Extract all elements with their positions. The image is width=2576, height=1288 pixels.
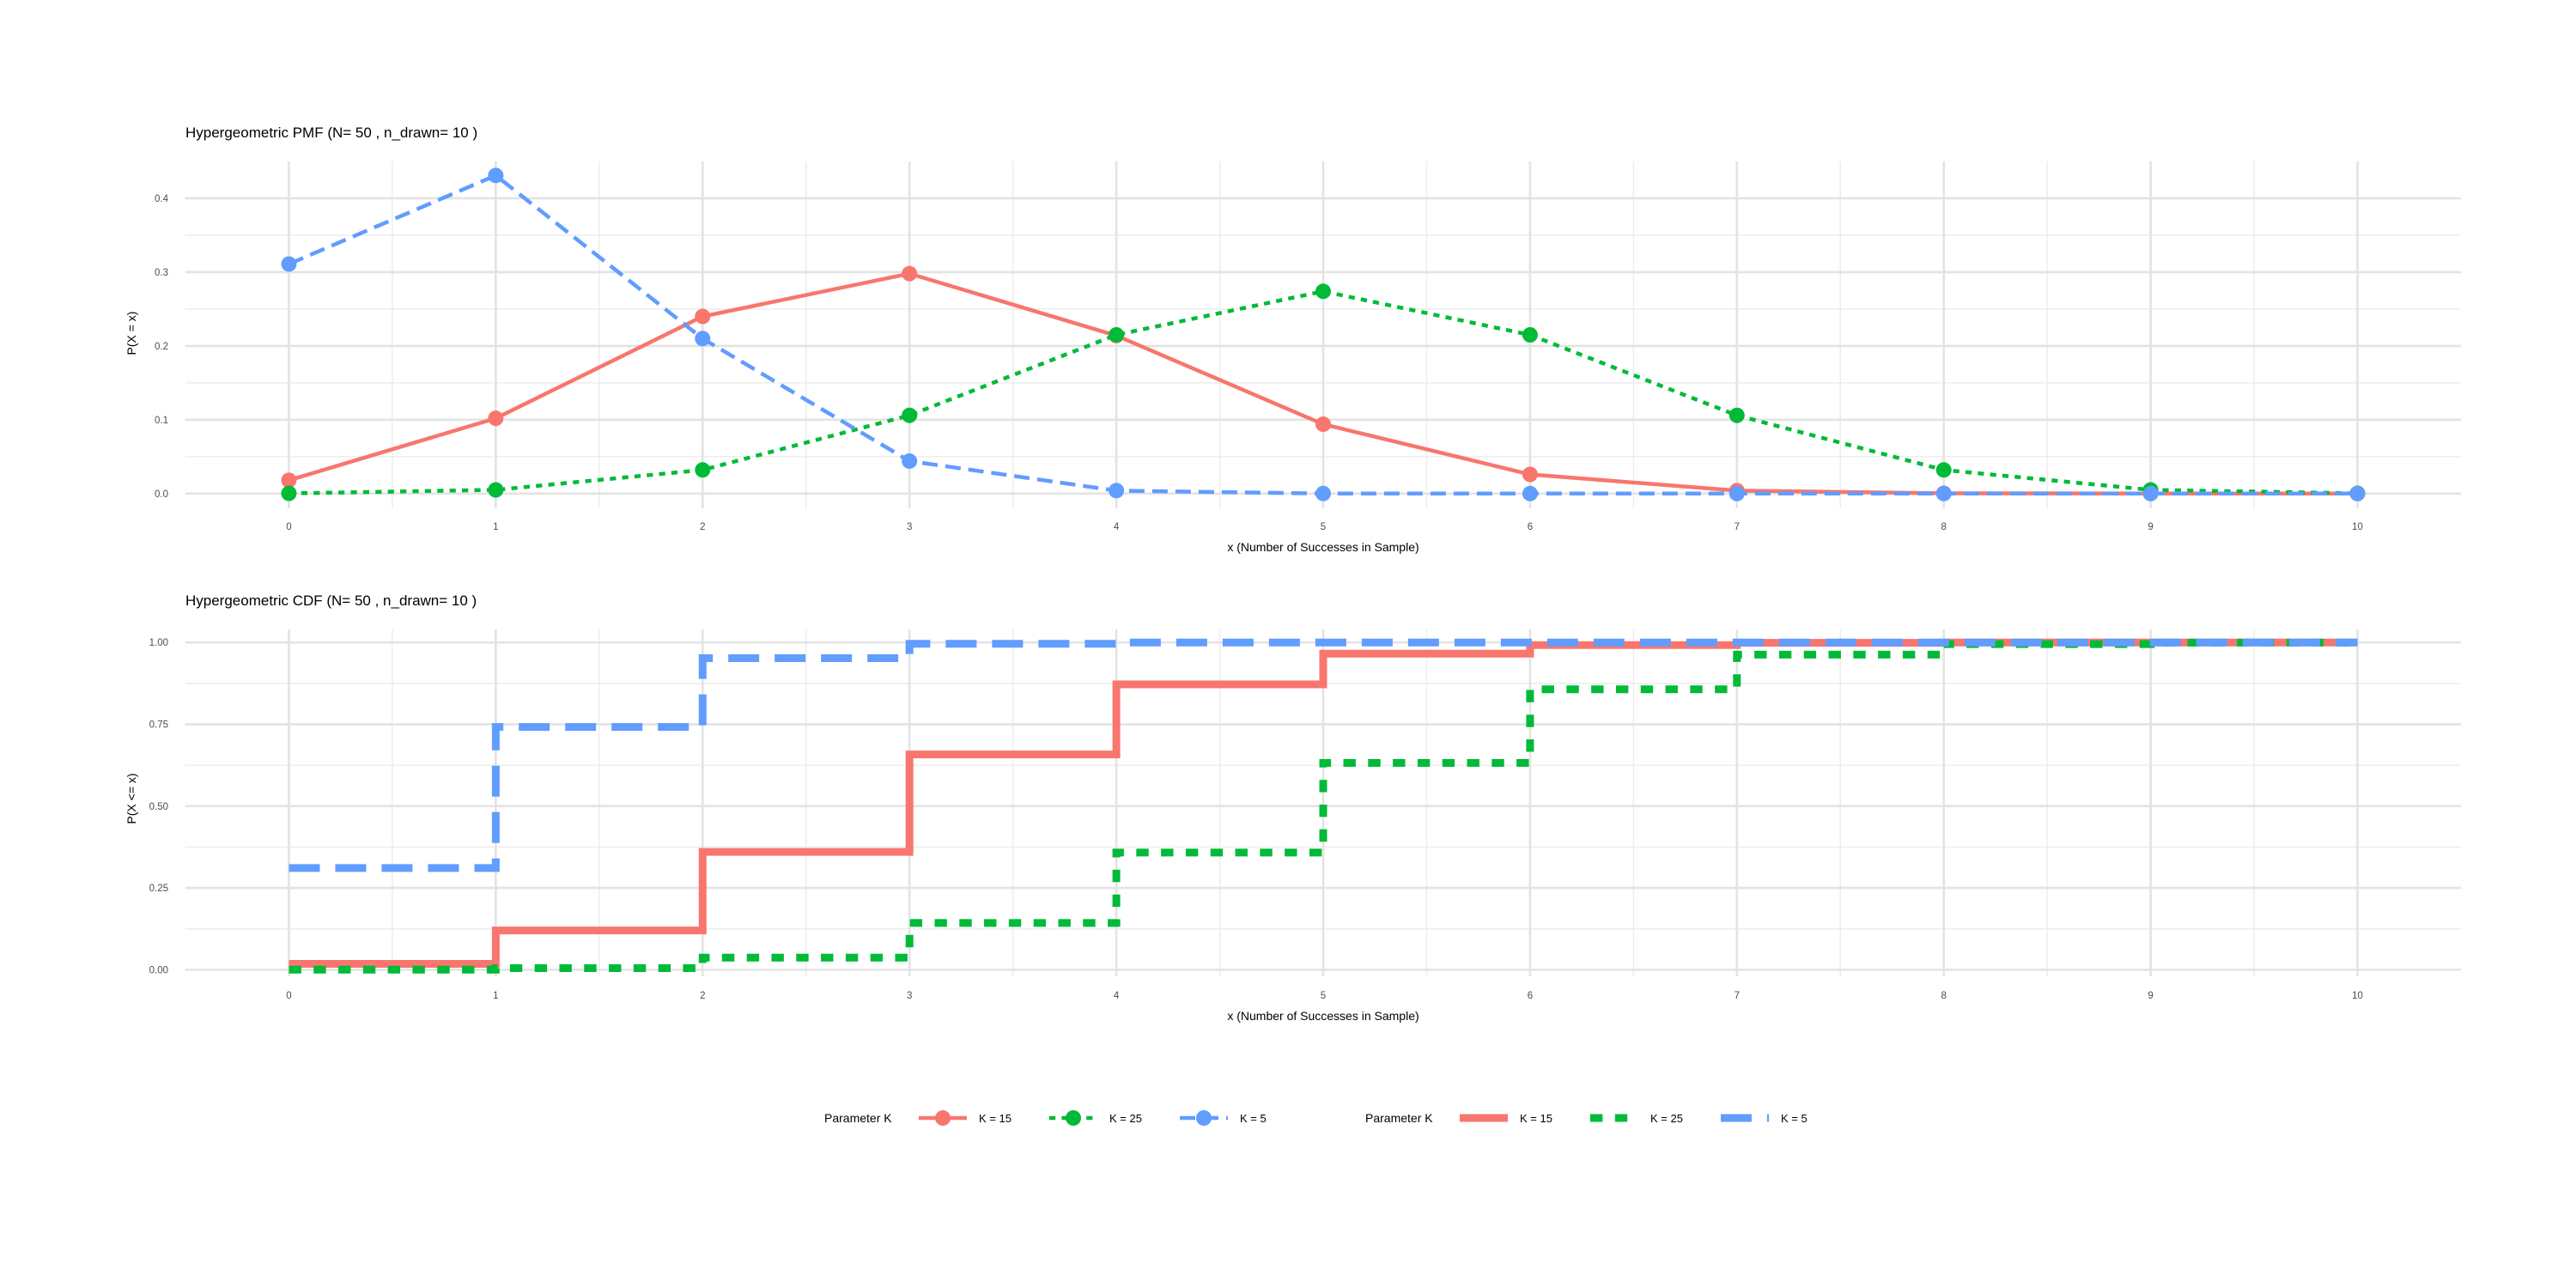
pmf-y-tick-label: 0.4	[155, 194, 169, 204]
cdf-y-tick-label: 1.00	[149, 638, 168, 648]
pmf-series-k25-point	[902, 407, 918, 423]
pmf-series-k25-point	[1522, 327, 1538, 343]
pmf-series-k25-point	[281, 485, 297, 501]
pmf-legend-title: Parameter K	[824, 1111, 892, 1125]
pmf-legend-label-k25: K = 25	[1109, 1112, 1142, 1125]
pmf-legend: Parameter K K = 15 K = 25 K = 5	[824, 1110, 1267, 1126]
cdf-x-tick-label: 8	[1941, 991, 1947, 1001]
pmf-x-tick-label: 1	[493, 522, 498, 532]
pmf-x-tick-label: 4	[1114, 522, 1120, 532]
pmf-series-k25-point	[1728, 407, 1745, 423]
pmf-series-k5-point	[1522, 485, 1538, 501]
cdf-x-tick-label: 4	[1114, 991, 1120, 1001]
pmf-series-k25-point	[1109, 327, 1125, 343]
pmf-legend-label-k15: K = 15	[979, 1112, 1012, 1125]
pmf-y-ticks: 0.0 0.1 0.2 0.3 0.4	[155, 194, 169, 500]
pmf-series-k5-point	[1935, 485, 1952, 501]
pmf-x-tick-label: 10	[2352, 522, 2363, 532]
pmf-series-k15-point	[281, 472, 297, 489]
pmf-series-k5-point	[2349, 485, 2366, 501]
pmf-series-k5-point	[1315, 485, 1331, 501]
pmf-series-k5-point	[1728, 485, 1745, 501]
pmf-y-tick-label: 0.3	[155, 268, 168, 278]
pmf-x-tick-label: 2	[700, 522, 705, 532]
cdf-panel: Hypergeometric CDF (N= 50 , n_drawn= 10 …	[125, 592, 2461, 1023]
pmf-x-tick-label: 3	[907, 522, 912, 532]
pmf-series-k5-point	[488, 167, 504, 184]
pmf-x-axis-title: x (Number of Successes in Sample)	[1227, 540, 1419, 554]
pmf-series-k15-point	[1315, 416, 1331, 433]
pmf-series-k15-point	[695, 308, 711, 325]
pmf-x-tick-label: 5	[1321, 522, 1326, 532]
cdf-x-tick-label: 2	[700, 991, 705, 1001]
cdf-y-axis-title: P(X <= x)	[125, 773, 138, 823]
pmf-series-k15-point	[488, 410, 504, 427]
cdf-x-tick-label: 5	[1321, 991, 1326, 1001]
cdf-title: Hypergeometric CDF (N= 50 , n_drawn= 10 …	[185, 592, 477, 609]
cdf-x-tick-label: 10	[2352, 991, 2363, 1001]
cdf-x-tick-label: 6	[1528, 991, 1533, 1001]
pmf-series-k25-point	[488, 482, 504, 498]
cdf-x-tick-label: 3	[907, 991, 912, 1001]
pmf-x-ticks: 0 1 2 3 4 5 6 7 8 9 10	[286, 522, 2363, 532]
cdf-legend-label-k15: K = 15	[1520, 1112, 1552, 1125]
pmf-x-tick-label: 7	[1735, 522, 1740, 532]
pmf-series-k15-point	[1522, 466, 1538, 483]
pmf-x-tick-label: 0	[286, 522, 291, 532]
cdf-series	[289, 638, 2362, 974]
pmf-legend-key-point-k25	[1066, 1110, 1081, 1126]
pmf-series-k5-point	[695, 331, 711, 347]
pmf-series-k25-point	[695, 462, 711, 478]
pmf-title: Hypergeometric PMF (N= 50 , n_drawn= 10 …	[185, 125, 477, 141]
cdf-y-tick-label: 0.25	[149, 884, 168, 894]
cdf-series-k5-line	[289, 638, 2358, 872]
pmf-series-k5-point	[1109, 483, 1125, 499]
pmf-y-tick-label: 0.0	[155, 489, 168, 500]
pmf-legend-key-point-k15	[935, 1110, 951, 1126]
cdf-x-tick-label: 9	[2148, 991, 2153, 1001]
pmf-x-tick-label: 8	[1941, 522, 1947, 532]
cdf-y-tick-label: 0.00	[149, 965, 168, 975]
pmf-legend-key-point-k5	[1196, 1110, 1212, 1126]
pmf-y-axis-title: P(X = x)	[125, 312, 138, 355]
cdf-y-tick-label: 0.75	[149, 720, 168, 731]
pmf-series-k15-point	[902, 265, 918, 282]
pmf-y-tick-label: 0.1	[155, 416, 168, 426]
pmf-panel: Hypergeometric PMF (N= 50 , n_drawn= 10 …	[125, 125, 2461, 554]
cdf-x-axis-title: x (Number of Successes in Sample)	[1227, 1009, 1419, 1023]
pmf-series-k5-point	[2142, 485, 2159, 501]
cdf-legend-title: Parameter K	[1365, 1111, 1433, 1125]
cdf-x-tick-label: 7	[1735, 991, 1740, 1001]
cdf-x-tick-label: 0	[286, 991, 291, 1001]
pmf-x-tick-label: 6	[1528, 522, 1533, 532]
pmf-series-k5-point	[281, 256, 297, 272]
cdf-y-tick-label: 0.50	[149, 802, 168, 812]
cdf-legend: Parameter K K = 15 K = 25 K = 5	[1365, 1111, 1807, 1125]
pmf-series	[281, 167, 2366, 501]
pmf-series-k5-point	[902, 453, 918, 469]
cdf-legend-label-k25: K = 25	[1650, 1112, 1683, 1125]
cdf-x-ticks: 0 1 2 3 4 5 6 7 8 9 10	[286, 991, 2363, 1001]
pmf-legend-label-k5: K = 5	[1240, 1112, 1267, 1125]
cdf-legend-label-k5: K = 5	[1781, 1112, 1807, 1125]
pmf-series-k25-point	[1315, 283, 1331, 300]
pmf-x-tick-label: 9	[2148, 522, 2153, 532]
cdf-x-tick-label: 1	[493, 991, 498, 1001]
pmf-y-tick-label: 0.2	[155, 342, 168, 352]
cdf-y-ticks: 0.00 0.25 0.50 0.75 1.00	[149, 638, 168, 975]
cdf-series-k25-line	[289, 638, 2362, 974]
pmf-series-k25-point	[1935, 462, 1952, 478]
